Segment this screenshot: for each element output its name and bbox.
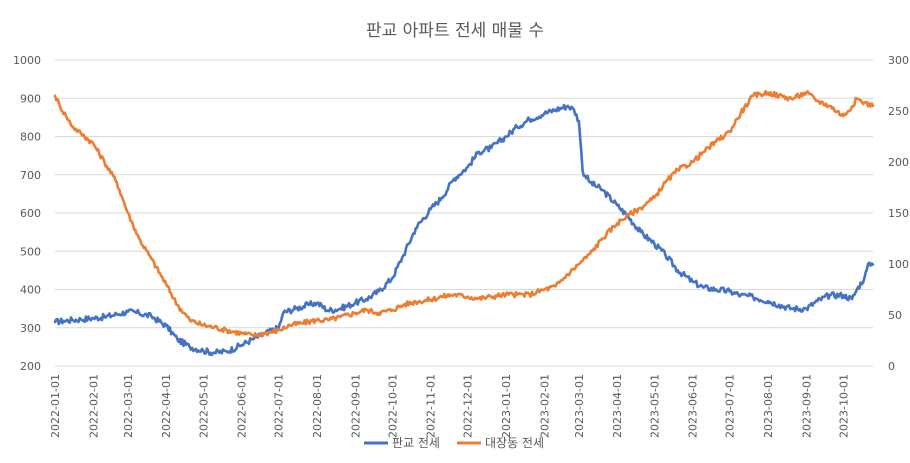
x-tick-label: 2022-05-01 [197,374,210,438]
right-y-axis: 0 50 100 150 200 250 300 [888,54,909,373]
left-y-axis: 200 300 400 500 600 700 800 900 1000 [13,54,41,373]
x-tick-label: 2022-10-01 [386,374,399,438]
y-right-tick-label: 50 [888,309,902,322]
y-right-tick-label: 100 [888,258,909,271]
y-left-tick-label: 700 [20,169,41,182]
x-tick-label: 2022-09-01 [349,374,362,438]
legend-label-2: 대장동 전세 [485,436,544,450]
x-tick-label: 2023-09-01 [800,374,813,438]
y-left-tick-label: 200 [20,360,41,373]
series-lines [53,89,875,357]
y-right-tick-label: 0 [888,360,895,373]
y-left-tick-label: 1000 [13,54,41,67]
y-left-tick-label: 300 [20,322,41,335]
x-tick-label: 2023-10-01 [837,374,850,438]
y-left-tick-label: 900 [20,92,41,105]
y-left-tick-label: 800 [20,131,41,144]
x-tick-label: 2022-08-01 [311,374,324,438]
y-right-tick-label: 200 [888,156,909,169]
x-tick-label: 2023-04-01 [611,374,624,438]
x-tick-label: 2023-05-01 [648,374,661,438]
series-line-1 [53,103,875,357]
legend: 판교 전세 대장동 전세 [364,436,544,450]
x-tick-label: 2022-01-01 [49,374,62,438]
x-tick-label: 2023-06-01 [687,374,700,438]
y-right-tick-label: 150 [888,207,909,220]
x-tick-label: 2022-07-01 [273,374,286,438]
x-tick-label: 2023-02-01 [538,374,551,438]
x-axis: 2022-01-01 2022-02-01 2022-03-01 2022-04-01… [49,374,850,438]
x-tick-label: 2023-03-01 [573,374,586,438]
y-left-tick-label: 400 [20,284,41,297]
x-tick-label: 2023-01-01 [500,374,513,438]
x-tick-label: 2022-11-01 [425,374,438,438]
x-tick-label: 2022-04-01 [160,374,173,438]
x-tick-label: 2023-07-01 [724,374,737,438]
y-right-tick-label: 300 [888,54,909,67]
chart-title: 판교 아파트 전세 매물 수 [366,21,544,41]
gridlines [55,59,873,367]
y-left-tick-label: 600 [20,207,41,220]
x-tick-label: 2022-06-01 [236,374,249,438]
legend-label-1: 판교 전세 [392,436,440,450]
x-tick-label: 2022-12-01 [462,374,475,438]
x-tick-label: 2023-08-01 [762,374,775,438]
x-tick-label: 2022-03-01 [122,374,135,438]
y-right-tick-label: 250 [888,105,909,118]
y-left-tick-label: 500 [20,245,41,258]
series-line-2 [53,89,875,338]
x-tick-label: 2022-02-01 [87,374,100,438]
